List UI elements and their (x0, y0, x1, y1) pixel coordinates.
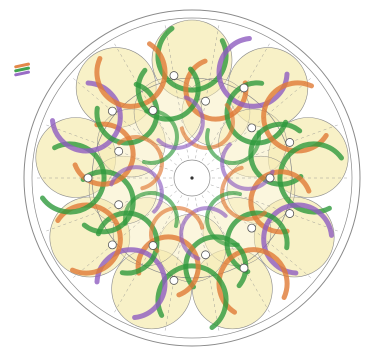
node-circle (285, 138, 295, 147)
node-circle (169, 276, 179, 285)
yellow-disc (267, 117, 349, 198)
inner-colored-arc (117, 135, 164, 191)
color-swatch-green (14, 66, 30, 73)
inner-colored-arc (220, 165, 267, 221)
node-circle (247, 223, 257, 233)
inner-colored-arc (220, 142, 275, 191)
colored-arc-layer (40, 26, 344, 330)
construction-line (70, 76, 177, 166)
construction-line (164, 22, 189, 159)
construction-line (195, 197, 220, 334)
yellow-disc (35, 117, 117, 198)
node-circle (239, 263, 249, 273)
construction-line (210, 184, 341, 233)
color-swatch-legend (14, 62, 30, 77)
construction-line (207, 76, 314, 166)
inner-colored-arc (122, 191, 179, 228)
inner-colored-arc (205, 128, 262, 165)
construction-line (207, 190, 314, 280)
guide-circle (23, 9, 361, 347)
inner-colored-arc (142, 108, 179, 165)
node-circle (114, 146, 124, 156)
inner-colored-arc (109, 165, 164, 214)
construction-line (43, 184, 174, 233)
node-circle (265, 173, 275, 183)
inner-colored-arc (205, 191, 242, 248)
node-circle (169, 71, 179, 80)
node-circle (247, 123, 257, 133)
node-circle (148, 106, 158, 115)
color-swatch-purple (14, 70, 30, 77)
construction-line (195, 22, 220, 159)
inner-colored-arc (179, 206, 228, 261)
guide-circle (31, 17, 353, 339)
inner-colored-arc (156, 95, 205, 150)
node-circle (285, 209, 295, 218)
construction-line (210, 123, 341, 172)
node-circle (107, 240, 117, 250)
node-circle (239, 83, 249, 93)
node-circle (83, 173, 93, 183)
construction-line (70, 190, 177, 280)
node-circle (107, 106, 117, 116)
color-swatch-orange (14, 62, 30, 69)
construction-line (43, 123, 174, 172)
node-circle (201, 96, 210, 106)
node-circle (201, 250, 210, 260)
node-circle (114, 200, 124, 210)
inner-colored-arc (179, 103, 235, 150)
center-point (190, 176, 194, 180)
inner-colored-arc (149, 206, 205, 253)
node-circle (148, 241, 158, 250)
construction-line (164, 197, 189, 334)
node-layer (83, 71, 295, 285)
